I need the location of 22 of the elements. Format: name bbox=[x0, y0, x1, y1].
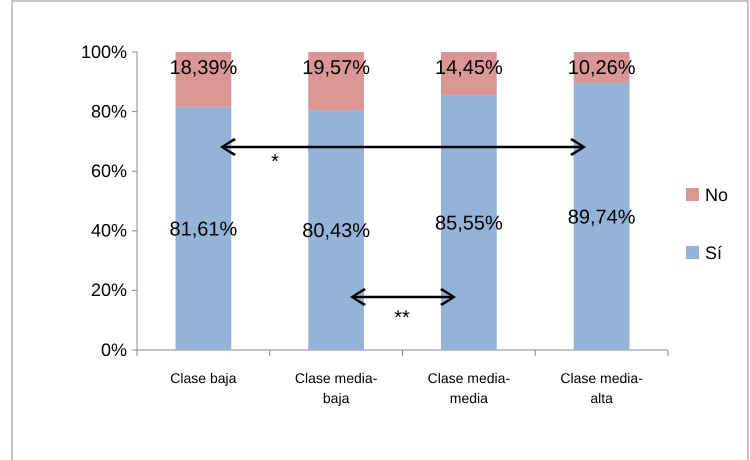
x-tick-label: Clase media-baja bbox=[294, 370, 378, 406]
y-tick-label: 0% bbox=[100, 340, 127, 360]
y-tick-label: 60% bbox=[90, 160, 127, 181]
data-label: 89,74% bbox=[568, 206, 636, 228]
y-tick-label: 100% bbox=[80, 42, 127, 62]
y-tick-label: 40% bbox=[90, 220, 127, 241]
x-tick-label: Clase media-media bbox=[428, 370, 510, 406]
data-label: 81,61% bbox=[169, 218, 238, 240]
data-label: 14,45% bbox=[434, 57, 503, 79]
data-label: 85,55% bbox=[434, 212, 503, 235]
x-tick-label: Clase baja bbox=[170, 370, 237, 386]
legend-label: No bbox=[705, 185, 728, 205]
annotation: ** bbox=[394, 307, 410, 329]
x-tick-label: Clase media-alta bbox=[560, 370, 644, 406]
data-label: 18,39% bbox=[169, 57, 238, 79]
y-tick-label: 20% bbox=[90, 280, 127, 300]
data-label: 10,26% bbox=[568, 57, 636, 79]
data-label: 80,43% bbox=[302, 220, 370, 242]
annotation: * bbox=[271, 151, 280, 173]
data-label: 19,57% bbox=[302, 57, 370, 79]
legend-label: Sí bbox=[705, 243, 722, 263]
y-tick-label: 80% bbox=[90, 101, 127, 122]
